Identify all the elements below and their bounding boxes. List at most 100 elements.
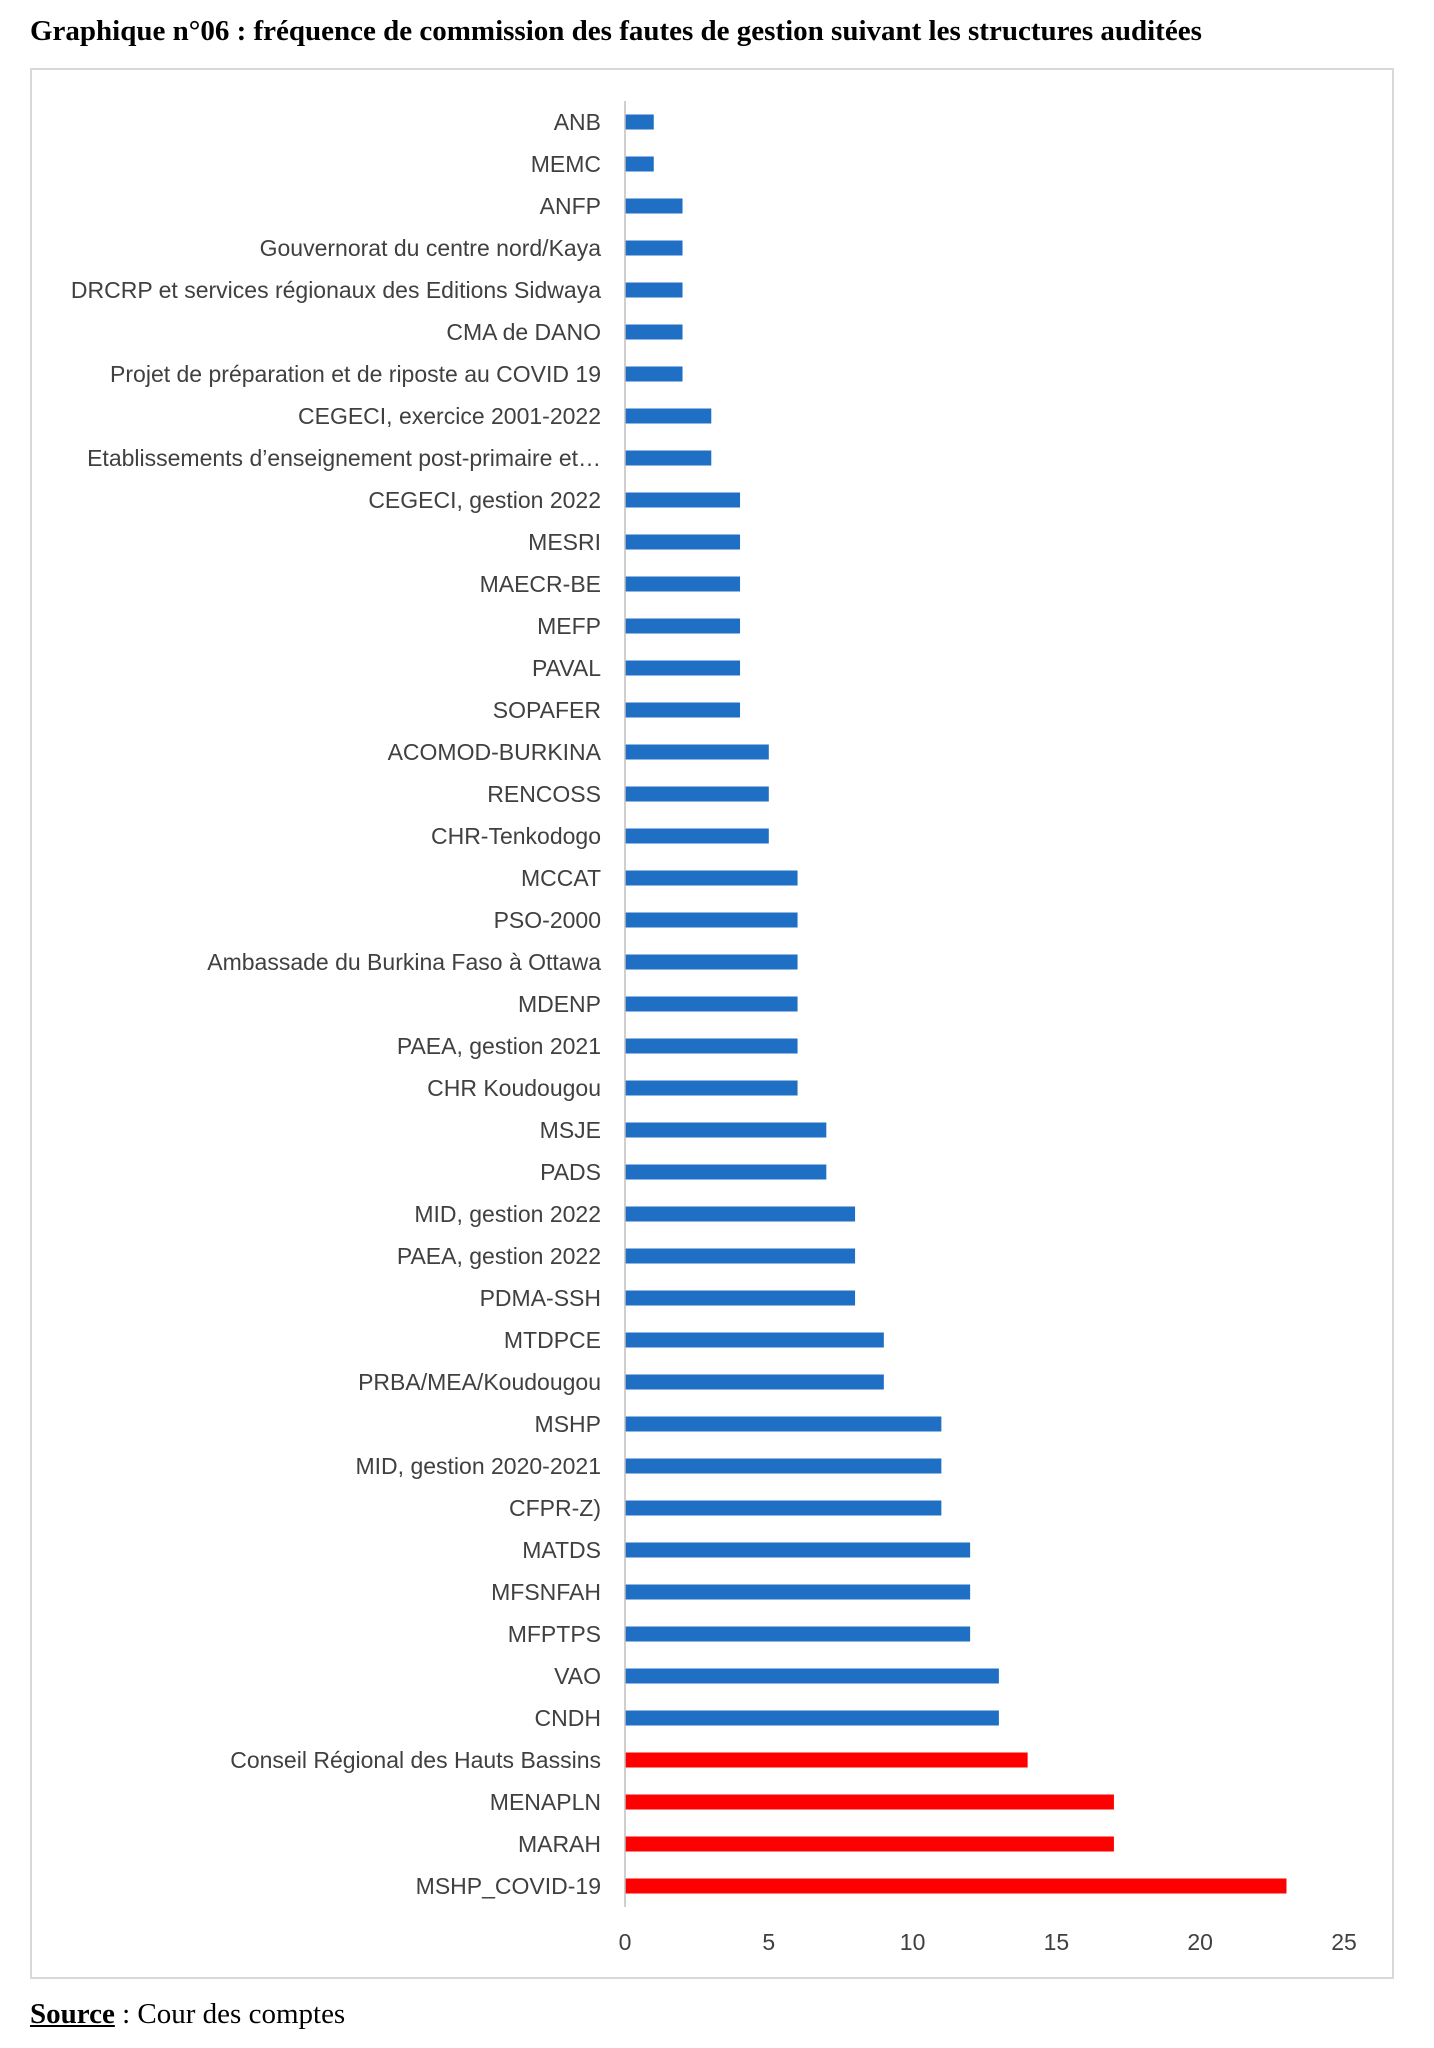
chart-frame: ANB MEMC ANFP Gouvernorat du centre nord/Ka… [30, 68, 1394, 1979]
category-label: ACOMOD-BURKINA [388, 739, 602, 765]
category-label: PADS [540, 1159, 601, 1185]
x-tick-label: 15 [1044, 1929, 1070, 1955]
category-label: MSHP_COVID-19 [416, 1873, 601, 1899]
category-label: MENAPLN [490, 1789, 601, 1815]
bar [625, 744, 769, 760]
bar [625, 1500, 942, 1516]
bar [625, 1164, 827, 1180]
bar [625, 1416, 942, 1432]
bar [625, 1206, 856, 1222]
category-label: MATDS [522, 1537, 601, 1563]
bar [625, 576, 741, 592]
category-label: DRCRP et services régionaux des Editions… [71, 277, 601, 303]
category-label: ANB [554, 109, 601, 135]
bar [625, 828, 769, 844]
bar [625, 1878, 1287, 1894]
category-label: PSO-2000 [494, 907, 601, 933]
category-label: Gouvernorat du centre nord/Kaya [260, 235, 602, 261]
x-tick-label: 25 [1331, 1929, 1357, 1955]
category-label: RENCOSS [487, 781, 601, 807]
bar [625, 912, 798, 928]
bar [625, 1584, 971, 1600]
category-label: MSHP [535, 1411, 601, 1437]
source-text: Cour des comptes [137, 1998, 346, 2030]
bar [625, 1374, 884, 1390]
bar [625, 954, 798, 970]
bar [625, 450, 712, 466]
category-label: PAEA, gestion 2022 [397, 1243, 601, 1269]
x-tick-label: 10 [900, 1929, 926, 1955]
x-axis-tick-labels: 0 5 10 15 20 25 [619, 1929, 1357, 1955]
bar [625, 702, 741, 718]
bar [625, 156, 654, 172]
category-label: PAEA, gestion 2021 [397, 1033, 601, 1059]
bar [625, 1122, 827, 1138]
bar [625, 1332, 884, 1348]
bar [625, 870, 798, 886]
source-separator: : [114, 1998, 138, 2030]
bar [625, 1836, 1114, 1852]
bar [625, 660, 741, 676]
category-label: CHR-Tenkodogo [431, 823, 601, 849]
category-label: MID, gestion 2022 [414, 1201, 601, 1227]
category-label: MCCAT [521, 865, 601, 891]
bar [625, 240, 683, 256]
x-tick-label: 5 [762, 1929, 775, 1955]
bar [625, 324, 683, 340]
category-label: MID, gestion 2020-2021 [356, 1453, 602, 1479]
category-label: MFPTPS [508, 1621, 601, 1647]
page-title: Graphique n°06 : fréquence de commission… [30, 15, 1202, 47]
source-label: Source [30, 1998, 115, 2030]
bar [625, 1038, 798, 1054]
category-label: Projet de préparation et de riposte au C… [110, 361, 601, 387]
x-tick-label: 20 [1187, 1929, 1213, 1955]
category-label: PAVAL [532, 655, 601, 681]
bar [625, 114, 654, 130]
bar [625, 786, 769, 802]
category-label: MESRI [528, 529, 601, 555]
bar [625, 492, 741, 508]
bar [625, 534, 741, 550]
category-label: CFPR-Z) [509, 1495, 601, 1521]
category-label: PRBA/MEA/Koudougou [358, 1369, 601, 1395]
bar [625, 1668, 999, 1684]
bar [625, 408, 712, 424]
bar [625, 198, 683, 214]
x-tick-label: 0 [619, 1929, 632, 1955]
category-label: PDMA-SSH [480, 1285, 601, 1311]
bars-layer [625, 114, 1287, 1894]
category-label: CHR Koudougou [427, 1075, 601, 1101]
category-label: MAECR-BE [480, 571, 601, 597]
category-label: VAO [554, 1663, 601, 1689]
category-label: MDENP [518, 991, 601, 1017]
bar [625, 1710, 999, 1726]
category-label: CEGECI, gestion 2022 [368, 487, 601, 513]
bar [625, 1290, 856, 1306]
category-label: CMA de DANO [446, 319, 601, 345]
category-label: MSJE [540, 1117, 601, 1143]
bar [625, 1458, 942, 1474]
bar-chart: ANB MEMC ANFP Gouvernorat du centre nord/Ka… [71, 101, 1357, 1955]
bar [625, 366, 683, 382]
category-label: CEGECI, exercice 2001-2022 [298, 403, 601, 429]
bar [625, 618, 741, 634]
bar [625, 1542, 971, 1558]
bar [625, 1752, 1028, 1768]
category-label: Conseil Régional des Hauts Bassins [230, 1747, 601, 1773]
category-label: MEFP [537, 613, 601, 639]
source-note: Source : Cour des comptes [30, 1998, 345, 2031]
bar [625, 1794, 1114, 1810]
category-label: MFSNFAH [491, 1579, 601, 1605]
category-label: Etablissements d’enseignement post-prima… [87, 445, 601, 471]
bar [625, 1248, 856, 1264]
category-label: SOPAFER [493, 697, 601, 723]
category-label: ANFP [540, 193, 601, 219]
category-label: MARAH [518, 1831, 601, 1857]
bar [625, 1626, 971, 1642]
bar [625, 1080, 798, 1096]
category-labels: ANB MEMC ANFP Gouvernorat du centre nord/Ka… [71, 109, 602, 1899]
bar [625, 282, 683, 298]
category-label: Ambassade du Burkina Faso à Ottawa [207, 949, 601, 975]
category-label: CNDH [535, 1705, 601, 1731]
bar [625, 996, 798, 1012]
